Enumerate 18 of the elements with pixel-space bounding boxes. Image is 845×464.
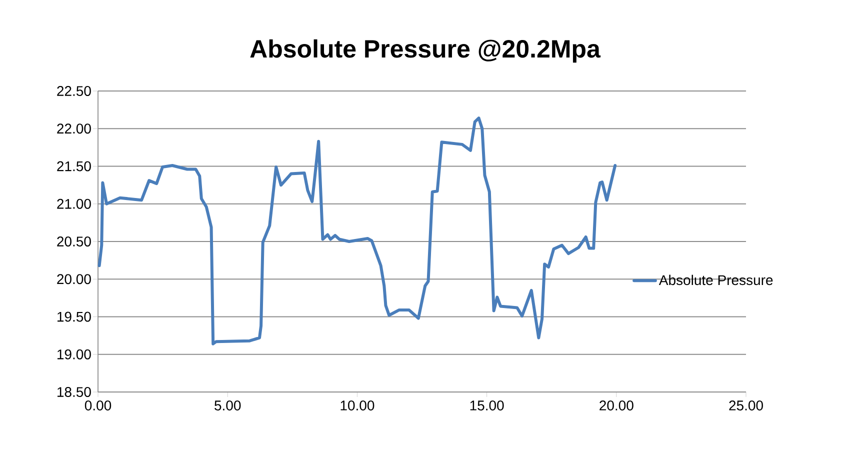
- y-tick-label: 20.50: [57, 236, 91, 246]
- y-tick-label: 21.50: [57, 161, 91, 172]
- legend-label: Absolute Pressure: [658, 274, 773, 286]
- x-tick-label: 15.00: [470, 400, 504, 410]
- y-tick-label: 21.00: [57, 198, 91, 209]
- y-tick-label: 19.00: [58, 349, 91, 360]
- line-series: [98, 116, 617, 346]
- y-tick-label: 19.50: [58, 312, 91, 322]
- x-tick-label: 10.00: [340, 400, 374, 410]
- x-tick-label: 0.00: [84, 400, 112, 410]
- x-tick-label: 5.00: [214, 400, 241, 410]
- y-tick-label: 18.50: [58, 387, 91, 397]
- chart-title: Absolute Pressure @20.2Mpa: [250, 39, 601, 63]
- y-tick-label: 22.00: [57, 124, 91, 134]
- y-tick-label: 20.00: [57, 274, 91, 284]
- x-tick-label: 25.00: [729, 400, 763, 410]
- y-tick-label: 22.50: [57, 86, 91, 96]
- x-tick-label: 20.00: [600, 400, 634, 410]
